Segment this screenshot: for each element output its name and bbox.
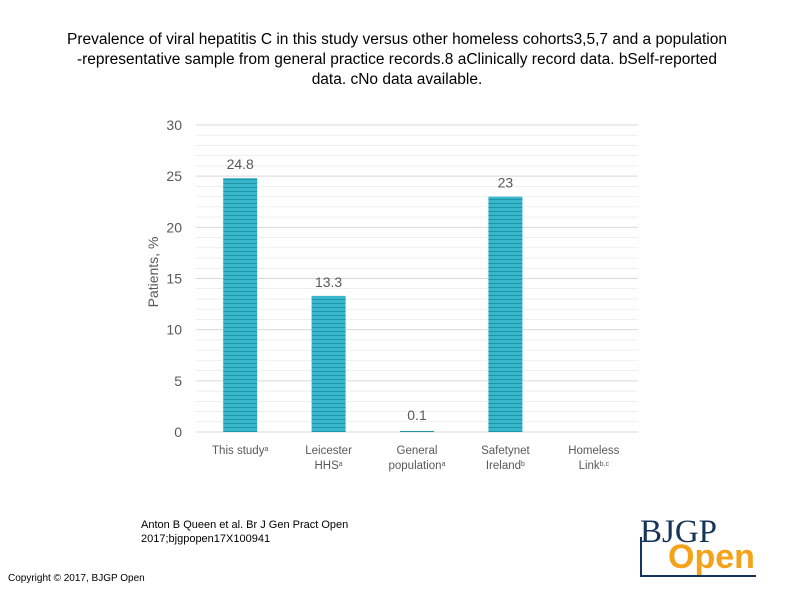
y-tick-label: 20 [166,219,182,235]
x-tick-label-4-line1: Homeless [568,445,619,457]
y-tick-label: 10 [166,322,182,338]
y-tick-label: 30 [166,117,182,133]
x-tick-label-2-line1: General [397,445,438,457]
bar-3 [488,196,523,432]
chart-background [140,110,652,500]
logo-rule-vertical [640,537,642,576]
x-tick-label-3-line2: Irelandb [486,460,525,472]
data-label-0: 24.8 [227,156,254,172]
title-line-3: data. cNo data available. [311,71,483,88]
citation-line-2: 2017;bjgpopen17X100941 [141,533,271,545]
y-tick-label: 5 [174,373,182,389]
chart-title: Prevalence of viral hepatitis C in this … [12,30,782,90]
x-tick-label-2-line2: populationa [389,460,446,472]
x-tick-label-0-line1: This studya [212,445,268,457]
x-tick-label-4-line2: Linkb,c [579,460,610,472]
logo-bjgp-text: BJGP [640,514,718,550]
bar-1 [311,295,346,432]
data-label-1: 13.3 [315,274,342,290]
x-tick-label-1-line1: Leicester [305,445,352,457]
y-tick-label: 15 [166,271,182,287]
data-label-3: 23 [498,175,514,191]
y-axis-label: Patients, % [145,237,161,308]
bjgp-open-logo: BJGP Open [640,515,756,577]
logo-rule-horizontal [640,575,756,577]
title-line-2: -representative sample from general prac… [76,51,718,68]
bar-2 [400,430,434,432]
x-tick-label-3-line1: Safetynet [481,445,530,457]
copyright-text: Copyright © 2017, BJGP Open [8,573,145,584]
title-line-1: Prevalence of viral hepatitis C in this … [67,31,727,48]
y-tick-label: 0 [174,424,182,440]
citation-line-1: Anton B Queen et al. Br J Gen Pract Open [141,519,349,531]
logo-open-text: Open [668,538,755,576]
data-label-2: 0.1 [407,407,427,423]
y-tick-label: 25 [166,168,182,184]
bar-0 [223,178,258,432]
citation: Anton B Queen et al. Br J Gen Pract Open… [141,518,348,546]
x-tick-label-1-line2: HHSa [315,460,343,472]
